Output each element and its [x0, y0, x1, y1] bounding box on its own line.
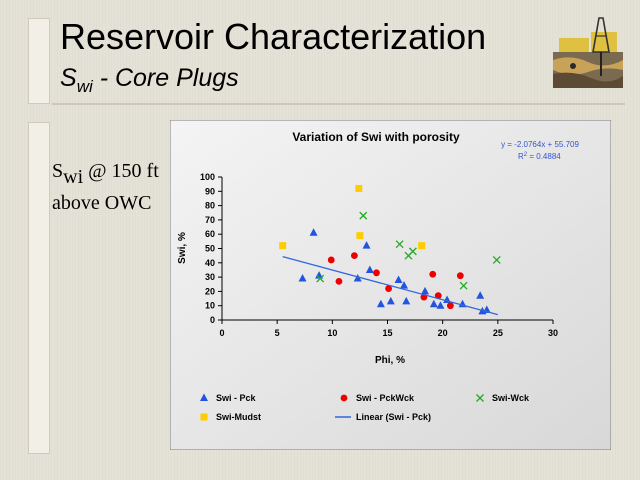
x-tick-label: 5: [275, 328, 280, 338]
point-circle: [373, 269, 380, 277]
decorative-bar-side: [28, 122, 50, 454]
y-tick-label: 60: [205, 229, 215, 239]
point-x: [359, 211, 368, 220]
subtitle-rest: - Core Plugs: [92, 64, 239, 92]
point-circle: [385, 285, 393, 292]
point-circle: [335, 277, 343, 285]
trend-r2-label: R: [518, 152, 524, 161]
point-square: [356, 232, 364, 240]
trend-line: [282, 256, 499, 316]
slide-subtitle: Swi - Core Plugs: [60, 64, 239, 97]
point-square: [279, 242, 287, 250]
x-tick-label: 30: [548, 328, 558, 338]
point-circle: [446, 302, 454, 310]
y-tick-label: 90: [205, 186, 215, 196]
subtitle-wi: wi: [76, 77, 93, 96]
point-square: [418, 242, 426, 250]
legend-swatch-square: [200, 413, 208, 421]
legend-label: Swi - PckWck: [356, 393, 415, 403]
point-triangle: [309, 228, 318, 236]
point-x-stroke: [316, 274, 325, 283]
chart-title: Variation of Swi with porosity: [292, 130, 460, 144]
y-tick-label: 0: [210, 315, 215, 325]
point-triangle: [353, 274, 362, 282]
legend-swatch-triangle: [200, 393, 208, 401]
subtitle-s: S: [60, 64, 77, 92]
legend-label: Swi-Wck: [492, 393, 530, 403]
y-tick-label: 50: [205, 244, 215, 254]
y-tick-label: 10: [205, 301, 215, 311]
point-circle: [351, 252, 358, 260]
point-x: [395, 240, 404, 249]
x-tick-label: 10: [327, 328, 337, 338]
trend-r2-sup: 2: [524, 152, 528, 158]
point-x: [408, 247, 417, 256]
point-x-stroke: [359, 211, 368, 220]
x-tick-label: 0: [219, 328, 224, 338]
point-x-stroke: [492, 255, 501, 264]
swi-porosity-chart: Variation of Swi with porosity y = -2.07…: [170, 120, 611, 450]
point-x: [492, 255, 501, 264]
legend-swatch-x-stroke: [476, 394, 484, 402]
point-triangle: [436, 301, 445, 309]
point-triangle: [362, 241, 371, 249]
axis-ticks: 0 5 10 15 20 25 30 0 10 20 30 40 50 60 70 80 90 100: [200, 172, 558, 338]
point-triangle: [402, 296, 411, 305]
y-tick-label: 100: [200, 172, 215, 182]
x-axis-label: Phi, %: [375, 355, 405, 366]
point-square: [355, 184, 363, 192]
point-x: [459, 281, 468, 290]
y-axis-label: Swi, %: [177, 232, 188, 264]
x-tick-label: 15: [382, 328, 392, 338]
y-tick-label: 20: [205, 286, 215, 296]
point-x-stroke: [395, 240, 404, 249]
trend-equation: y = -2.0764x + 55.709: [501, 140, 579, 149]
trend-r2: R2 = 0.4884: [518, 152, 561, 161]
trend-r2-value: = 0.4884: [527, 152, 561, 161]
point-circle: [434, 292, 442, 300]
slide-title: Reservoir Characterization: [60, 16, 487, 57]
chart-legend: Swi - Pck Swi - PckWck Swi-Wck Swi-Mudst Lin…: [200, 393, 530, 422]
legend-label: Swi-Mudst: [216, 412, 261, 422]
data-points: [279, 184, 501, 316]
point-triangle: [394, 275, 403, 283]
side-note-s: S: [52, 160, 64, 182]
legend-swatch-circle: [340, 394, 348, 402]
point-x-stroke: [408, 247, 417, 256]
chart-background: [170, 120, 611, 450]
legend-label: Swi - Pck: [216, 393, 257, 403]
point-triangle: [386, 296, 395, 305]
x-tick-label: 20: [438, 328, 448, 338]
point-x-stroke: [459, 281, 468, 290]
point-triangle: [421, 286, 430, 295]
side-note-rest: @ 150 ft above OWC: [52, 160, 159, 214]
x-tick-label: 25: [493, 328, 503, 338]
point-triangle: [298, 274, 307, 282]
point-triangle: [476, 291, 485, 299]
legend-swatch-x: [476, 394, 484, 402]
y-tick-label: 30: [205, 272, 215, 282]
decorative-bar-top: [28, 18, 50, 104]
point-triangle: [365, 265, 374, 273]
y-tick-label: 80: [205, 201, 215, 211]
title-divider: [52, 103, 625, 105]
oil-rig-logo-icon: [553, 17, 623, 88]
y-tick-label: 70: [205, 215, 215, 225]
legend-label: Linear (Swi - Pck): [356, 412, 431, 422]
side-note: Swi @ 150 ft above OWC: [52, 158, 162, 216]
point-circle: [456, 272, 464, 280]
point-x: [316, 274, 325, 283]
point-circle: [327, 256, 335, 264]
point-triangle: [400, 281, 409, 289]
point-triangle: [376, 299, 385, 308]
side-note-wi: wi: [63, 166, 84, 188]
point-circle: [429, 270, 437, 278]
y-tick-label: 40: [205, 258, 215, 268]
point-triangle: [429, 299, 438, 308]
